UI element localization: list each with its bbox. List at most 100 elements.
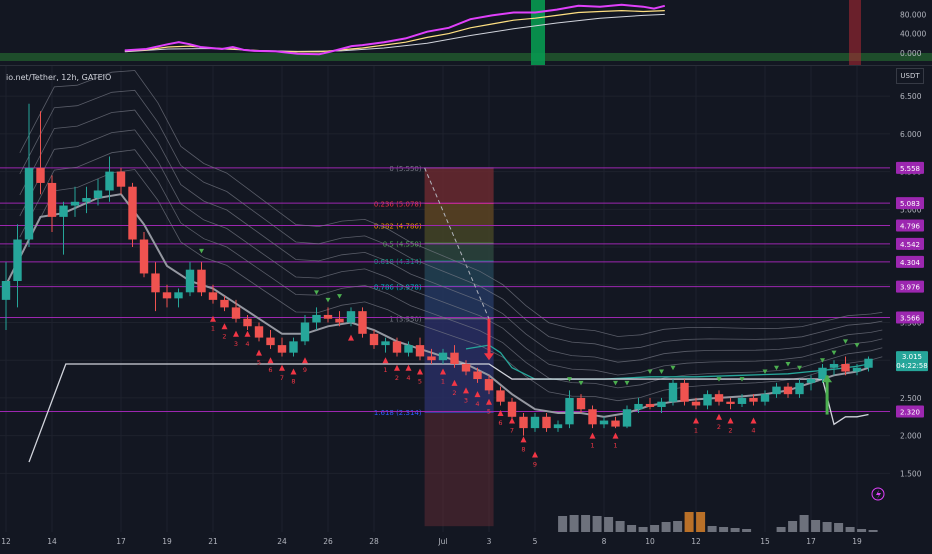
candle-body: [473, 371, 482, 380]
buy-signal-marker: [647, 369, 653, 375]
candle-body: [208, 292, 218, 300]
candle-body: [634, 403, 643, 410]
volume-bar: [673, 521, 683, 532]
sell-signal-count: 1: [590, 442, 594, 450]
oscillator-red-highlight: [849, 0, 861, 66]
price-tag-label: 2.320: [900, 409, 920, 417]
price-tag-label: 4.796: [900, 222, 921, 230]
sell-signal-count: 5: [487, 408, 491, 416]
candle-body: [795, 382, 804, 395]
sell-signal-marker: [210, 315, 216, 322]
volume-bar: [788, 521, 798, 532]
sell-signal-marker: [348, 334, 354, 341]
volume-bar: [696, 512, 706, 532]
sell-signal-marker: [405, 364, 412, 371]
candle-body: [852, 367, 862, 372]
sell-signal-marker: [440, 368, 446, 375]
volume-bar: [776, 527, 786, 532]
oscillator-tick-label: 0.000: [900, 49, 922, 58]
sell-signal-marker: [612, 432, 619, 439]
candle-body: [392, 341, 402, 353]
candle-body: [174, 292, 183, 299]
sell-signal-count: 7: [510, 427, 514, 435]
lightning-icon-ring: [871, 487, 885, 501]
price-chart[interactable]: 0 (5.550)0.236 (5.078)0.382 (4.786)0.5 (…: [0, 66, 932, 550]
time-axis-label: 3: [487, 537, 492, 546]
candle-body: [139, 239, 149, 274]
time-axis-label: 19: [162, 537, 172, 546]
candle-body: [680, 382, 689, 402]
candle-body: [128, 186, 137, 240]
sell-signal-marker: [302, 357, 308, 364]
signal-arrow-head: [822, 375, 833, 383]
ribbon-line: [19, 70, 883, 337]
sell-signal-count: 2: [395, 374, 399, 382]
sell-signal-count: 2: [452, 389, 456, 397]
buy-signal-marker: [567, 377, 572, 382]
sell-signal-marker: [532, 451, 538, 458]
volume-bar: [615, 521, 625, 532]
time-axis-label: 15: [760, 537, 770, 546]
price-tag-box: [896, 405, 924, 418]
candle-body: [737, 397, 747, 404]
buy-signal-marker: [314, 290, 319, 295]
buy-signal-marker: [785, 361, 791, 367]
buy-signal-marker: [325, 297, 331, 303]
time-axis-label: 21: [208, 537, 218, 546]
oscillator-tick-label: 40.000: [900, 30, 926, 39]
candle-body: [438, 352, 448, 361]
candle-body: [829, 363, 839, 368]
candle-body: [300, 322, 310, 342]
candle-body: [105, 171, 114, 191]
signal-arrow-head: [484, 353, 494, 361]
teal-support-line: [465, 344, 869, 380]
ribbon-line: [19, 89, 883, 350]
buy-signal-marker: [199, 248, 204, 254]
sell-signal-marker: [509, 417, 515, 424]
price-tag-label: 4.542: [900, 241, 920, 249]
candle-body: [162, 292, 172, 299]
sell-signal-marker: [382, 357, 389, 364]
candle-body: [565, 397, 574, 425]
candle-body: [277, 345, 287, 353]
price-tag-box: [896, 161, 924, 174]
price-tag-label: 4.304: [900, 259, 921, 267]
sell-signal-marker: [221, 323, 228, 330]
chart-title[interactable]: io.net/Tether, 12h, GATEIO: [6, 73, 112, 82]
sell-signal-count: 4: [751, 427, 755, 435]
sell-signal-marker: [451, 379, 458, 386]
candle-body: [760, 394, 770, 402]
sell-signal-count: 4: [406, 374, 410, 382]
volume-bar: [569, 515, 579, 532]
volume-bar: [742, 529, 752, 532]
buy-signal-marker: [762, 369, 768, 375]
candle-body: [197, 269, 206, 293]
time-axis-label: 12: [1, 537, 11, 546]
sell-signal-count: 2: [222, 332, 226, 340]
oscillator-tick-label: 80.000: [900, 10, 926, 19]
buy-signal-marker: [820, 358, 825, 363]
sell-signal-count: 1: [613, 442, 617, 450]
candle-body: [254, 326, 264, 338]
sell-signal-marker: [233, 330, 239, 337]
currency-selector[interactable]: USDT: [896, 68, 924, 84]
candle-body: [289, 341, 298, 353]
price-axis-label: 2.500: [900, 394, 922, 403]
buy-signal-marker: [831, 350, 837, 356]
buy-signal-marker: [624, 380, 630, 386]
price-tag-label: 5.558: [900, 165, 920, 173]
sell-signal-count: 7: [280, 374, 284, 382]
volume-bar: [650, 525, 660, 532]
sell-signal-count: 6: [498, 419, 502, 427]
time-axis-label: 26: [323, 537, 333, 546]
candle-body: [70, 201, 80, 206]
buy-signal-marker: [774, 365, 779, 371]
oscillator-green-band: [0, 53, 932, 61]
candle-body: [461, 363, 471, 372]
main-chart-pane[interactable]: 0 (5.550) 0.236 (5.078) 0.382 (4.786) 0.5 (…: [0, 66, 932, 550]
candle-body: [806, 379, 816, 383]
candle-body: [726, 401, 735, 404]
candle-body: [323, 314, 333, 319]
candle-body: [450, 352, 459, 364]
fib-level-label: 0.236 (5.078): [374, 200, 422, 208]
